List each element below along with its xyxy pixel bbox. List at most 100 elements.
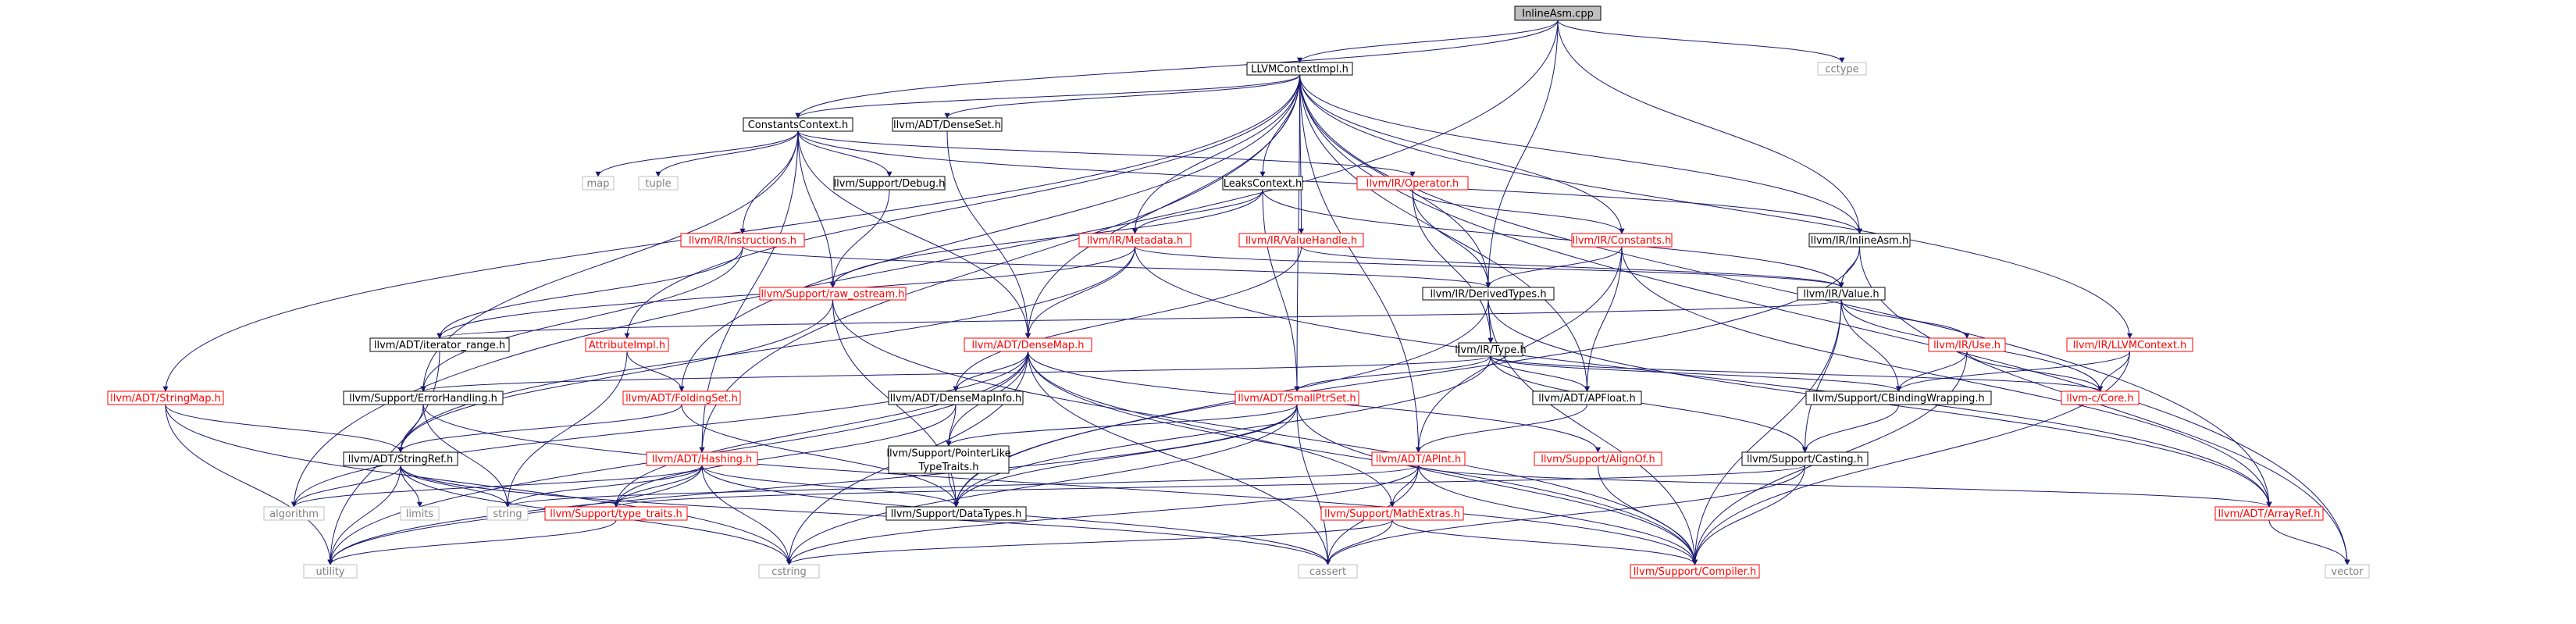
edge-root-to-algorithm <box>291 20 1559 508</box>
node-hashing[interactable]: llvm/ADT/Hashing.h <box>646 451 758 466</box>
node-arrayref[interactable]: llvm/ADT/ArrayRef.h <box>2214 506 2324 521</box>
node-apint[interactable]: llvm/ADT/APInt.h <box>1371 451 1466 466</box>
edge-apint-to-arrayref <box>1418 465 2272 508</box>
node-box-smallptrset <box>1235 390 1359 405</box>
node-cbinding[interactable]: llvm/Support/CBindingWrapping.h <box>1805 390 1992 405</box>
node-stringmap[interactable]: llvm/ADT/StringMap.h <box>107 390 224 405</box>
node-box-algorithm <box>263 506 325 521</box>
edge-stringref-to-string <box>400 465 511 508</box>
node-operator[interactable]: llvm/IR/Operator.h <box>1356 176 1469 191</box>
edge-metadata-to-stringref <box>397 246 1135 453</box>
node-label-llvmctxh: llvm/IR/LLVMContext.h <box>2073 340 2187 351</box>
node-constctx[interactable]: ConstantsContext.h <box>743 117 853 132</box>
edge-leaks-to-rawostream <box>830 189 1263 288</box>
edge-value-to-casting <box>1802 299 1842 453</box>
node-box-vector <box>2325 564 2370 579</box>
edge-type-to-casting <box>1490 355 1808 453</box>
edge-arrayref-to-vector <box>2268 519 2350 565</box>
edge-type-to-errhandling <box>420 355 1491 392</box>
node-box-cstring <box>758 564 820 579</box>
node-label-casting: llvm/Support/Casting.h <box>1747 454 1863 465</box>
edge-apint-to-compiler <box>1418 465 1698 565</box>
edge-value-to-iterrange <box>436 299 1842 339</box>
node-label-cassert: cassert <box>1309 566 1346 578</box>
node-ptrlike[interactable]: llvm/Support/PointerLike TypeTraits.h <box>886 445 1011 474</box>
edge-constants-to-apfloat <box>1584 246 1623 392</box>
node-stringref[interactable]: llvm/ADT/StringRef.h <box>343 451 458 466</box>
node-metadata[interactable]: llvm/IR/Metadata.h <box>1078 233 1192 248</box>
node-alignof[interactable]: llvm/Support/AlignOf.h <box>1534 451 1662 466</box>
node-datatypes[interactable]: llvm/Support/DataTypes.h <box>885 506 1027 521</box>
edge-metadata-to-densemap <box>1025 246 1135 339</box>
node-value[interactable]: llvm/IR/Value.h <box>1797 287 1886 301</box>
node-llvmccore[interactable]: llvm-c/Core.h <box>2061 390 2140 405</box>
edge-errhandling-to-compiler <box>422 404 1698 565</box>
node-densemapinfo[interactable]: llvm/ADT/DenseMapInfo.h <box>888 390 1024 405</box>
node-label-constctx: ConstantsContext.h <box>748 119 849 131</box>
edge-mathextras-to-cassert <box>1325 519 1393 565</box>
node-label-ptrlike: TypeTraits.h <box>917 462 978 473</box>
edge-use-to-cbinding <box>1896 351 1968 392</box>
node-label-apfloat: llvm/ADT/APFloat.h <box>1538 393 1635 405</box>
node-foldingset[interactable]: llvm/ADT/FoldingSet.h <box>622 390 741 405</box>
node-leaks[interactable]: LeaksContext.h <box>1222 176 1303 191</box>
node-smallptrset[interactable]: llvm/ADT/SmallPtrSet.h <box>1235 390 1359 405</box>
node-debug[interactable]: llvm/Support/Debug.h <box>833 176 946 191</box>
node-errhandling[interactable]: llvm/Support/ErrorHandling.h <box>343 390 504 405</box>
node-box-attrimpl <box>585 337 669 352</box>
edge-attrimpl-to-string <box>504 351 628 508</box>
node-use[interactable]: llvm/IR/Use.h <box>1928 337 2006 352</box>
edge-root-to-derivedtypes <box>1485 20 1559 288</box>
edge-foldingset-to-datatypes <box>681 404 959 508</box>
node-utility: utility <box>303 564 358 579</box>
edge-typetraits-to-utility <box>327 519 617 565</box>
node-rawostream[interactable]: llvm/Support/raw_ostream.h <box>759 287 907 301</box>
node-llvmctx[interactable]: LLVMContextImpl.h <box>1246 62 1353 76</box>
node-apfloat[interactable]: llvm/ADT/APFloat.h <box>1532 390 1642 405</box>
node-label-leaks: LeaksContext.h <box>1224 178 1302 190</box>
node-box-apint <box>1371 451 1466 466</box>
node-derivedtypes[interactable]: llvm/IR/DerivedTypes.h <box>1422 287 1555 301</box>
node-densemap[interactable]: llvm/ADT/DenseMap.h <box>964 337 1092 352</box>
node-constants[interactable]: llvm/IR/Constants.h <box>1571 233 1673 248</box>
node-label-cstring: cstring <box>771 566 806 578</box>
node-box-compiler <box>1630 564 1760 579</box>
node-label-valuehandle: llvm/IR/ValueHandle.h <box>1245 235 1357 247</box>
node-label-densemap: llvm/ADT/DenseMap.h <box>971 340 1084 351</box>
edge-llvmctx-to-vector <box>1299 74 2350 565</box>
node-label-apint: llvm/ADT/APInt.h <box>1376 454 1461 465</box>
node-label-densemapinfo: llvm/ADT/DenseMapInfo.h <box>890 393 1021 405</box>
node-box-foldingset <box>622 390 741 405</box>
edge-casting-to-cassert <box>1325 465 1805 565</box>
node-typetraits[interactable]: llvm/Support/type_traits.h <box>544 506 688 521</box>
edge-constctx-to-instructions <box>739 130 799 234</box>
node-box-arrayref <box>2214 506 2324 521</box>
node-llvmctxh[interactable]: llvm/IR/LLVMContext.h <box>2066 337 2193 352</box>
node-casting[interactable]: llvm/Support/Casting.h <box>1741 451 1869 466</box>
edge-errhandling-to-stringref <box>397 404 424 453</box>
node-denseset[interactable]: llvm/ADT/DenseSet.h <box>892 117 1003 132</box>
node-box-value <box>1797 287 1886 301</box>
node-label-denseset: llvm/ADT/DenseSet.h <box>893 119 1001 131</box>
edge-constctx-to-tuple <box>655 130 799 177</box>
edge-llvmctx-to-inlineasmh <box>1299 74 1862 234</box>
node-attrimpl[interactable]: AttributeImpl.h <box>585 337 669 352</box>
edge-root-to-llvmctx <box>1297 20 1559 63</box>
node-instructions[interactable]: llvm/IR/Instructions.h <box>680 233 805 248</box>
node-label-metadata: llvm/IR/Metadata.h <box>1087 235 1183 247</box>
edge-casting-to-compiler <box>1692 465 1805 565</box>
edge-value-to-use <box>1840 299 1970 339</box>
node-box-mathextras <box>1320 506 1464 521</box>
edge-densemapinfo-to-typetraits <box>613 404 957 508</box>
node-inlineasmh[interactable]: llvm/IR/InlineAsm.h <box>1808 233 1911 248</box>
edge-type-to-smallptrset <box>1294 355 1491 392</box>
node-label-alignof: llvm/Support/AlignOf.h <box>1541 454 1655 465</box>
edge-root-to-cctype <box>1557 20 1845 63</box>
node-label-cctype: cctype <box>1825 64 1858 76</box>
node-label-instructions: llvm/IR/Instructions.h <box>689 235 796 247</box>
node-type[interactable]: llvm/IR/Type.h <box>1455 342 1527 357</box>
node-mathextras[interactable]: llvm/Support/MathExtras.h <box>1320 506 1464 521</box>
node-compiler[interactable]: llvm/Support/Compiler.h <box>1630 564 1760 579</box>
node-iterrange[interactable]: llvm/ADT/iterator_range.h <box>369 337 510 352</box>
node-valuehandle[interactable]: llvm/IR/ValueHandle.h <box>1238 233 1364 248</box>
